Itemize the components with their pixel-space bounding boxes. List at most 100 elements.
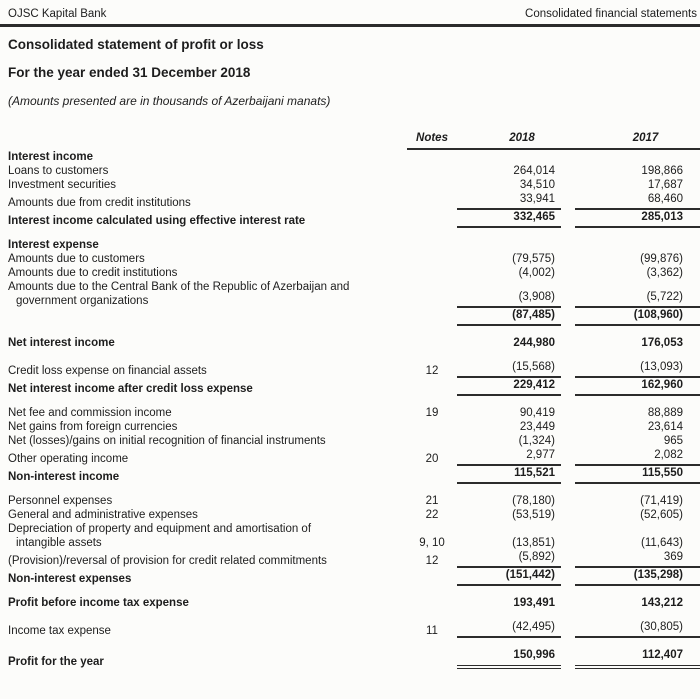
- row-values: 33,941 68,460: [407, 192, 700, 210]
- value-2017: (108,960): [575, 308, 700, 326]
- value-2017: (5,722): [575, 290, 700, 308]
- row-values: (1,324) 965: [407, 434, 700, 448]
- row-values: 34,510 17,687: [407, 178, 700, 192]
- table-row: Amounts due to customers (79,575) (99,876): [0, 252, 700, 266]
- table-row: Personnel expenses 21 (78,180) (71,419): [0, 494, 700, 508]
- row-label: Depreciation of property and equipment a…: [0, 522, 407, 550]
- row-values: (151,442) (135,298): [407, 568, 700, 586]
- row-label: Profit before income tax expense: [8, 597, 189, 609]
- table-row: Net interest income 244,980 176,053: [0, 336, 700, 350]
- value-2017: (135,298): [575, 568, 700, 586]
- value-2018: 23,449: [519, 421, 555, 433]
- row-label: Net fee and commission income: [8, 407, 172, 419]
- note-reference: 22: [425, 509, 439, 521]
- value-2018: (78,180): [512, 495, 555, 507]
- value-2017: (71,419): [640, 495, 683, 507]
- table-rows: Interest income Loans to customers 264,014…: [0, 150, 700, 669]
- table-row: Non-interest income 115,521 115,550: [0, 466, 700, 484]
- value-2018: (1,324): [518, 435, 555, 447]
- table-row: Interest income: [0, 150, 700, 164]
- value-2017: (30,805): [575, 620, 700, 638]
- value-2018: 244,980: [513, 337, 555, 349]
- value-2017: (99,876): [640, 253, 683, 265]
- row-label: Interest income calculated using effecti…: [8, 215, 306, 227]
- value-2018: (15,568): [457, 360, 561, 378]
- row-values: 332,465 285,013: [407, 210, 700, 228]
- note-reference: 9, 10: [419, 537, 445, 549]
- column-header-2017: 2017: [632, 132, 659, 144]
- row-label: Amounts due from credit institutions: [8, 197, 191, 209]
- value-2018: (4,002): [518, 267, 555, 279]
- value-2018: 2,977: [457, 448, 561, 466]
- value-2018: (5,892): [457, 550, 561, 568]
- value-2018: (13,851): [512, 537, 555, 549]
- table-header-row: Notes 2018 2017: [0, 131, 700, 150]
- row-label-line1: Amounts due to the Central Bank of the R…: [8, 281, 350, 293]
- table-row: Credit loss expense on financial assets 1…: [0, 360, 700, 378]
- statement-period: For the year ended 31 December 2018: [8, 65, 251, 80]
- value-2017: (3,362): [646, 267, 683, 279]
- currency-note: (Amounts presented are in thousands of A…: [8, 94, 331, 108]
- table-row: Net interest income after credit loss ex…: [0, 378, 700, 396]
- row-values: 12 (5,892) 369: [407, 550, 700, 568]
- row-label: Interest expense: [8, 239, 99, 251]
- table-row: Net fee and commission income 19 90,419 88,…: [0, 406, 700, 420]
- value-2017: 143,212: [641, 597, 683, 609]
- value-2017: 17,687: [647, 179, 683, 191]
- row-values: 20 2,977 2,082: [407, 448, 700, 466]
- row-values: 11 (42,495) (30,805): [407, 620, 700, 638]
- row-label: Loans to customers: [8, 165, 109, 177]
- value-2017: (11,643): [641, 537, 683, 549]
- value-2018: (42,495): [457, 620, 561, 638]
- table-row: Income tax expense 11 (42,495) (30,805): [0, 620, 700, 638]
- page-header: OJSC Kapital Bank Consolidated financial…: [0, 0, 700, 27]
- value-2017: 176,053: [641, 337, 683, 349]
- column-header-notes: Notes: [416, 132, 448, 144]
- table-row: Profit for the year 150,996 112,407: [0, 648, 700, 669]
- value-2018: (53,519): [512, 509, 555, 521]
- table-row: Depreciation of property and equipment a…: [0, 522, 700, 550]
- value-2017: (52,605): [640, 509, 683, 521]
- value-2018: 264,014: [513, 165, 555, 177]
- value-2018: 33,941: [457, 192, 561, 210]
- row-values: 244,980 176,053: [407, 336, 700, 350]
- row-label-line2: intangible assets: [16, 537, 102, 549]
- row-values: 9, 10 (13,851) (11,643): [407, 536, 700, 550]
- row-values: (79,575) (99,876): [407, 252, 700, 266]
- table-row: Investment securities 34,510 17,687: [0, 178, 700, 192]
- value-2017: 88,889: [647, 407, 683, 419]
- value-2017: 115,550: [575, 466, 700, 484]
- row-values: 115,521 115,550: [407, 466, 700, 484]
- value-2017: 198,866: [641, 165, 683, 177]
- row-values: (3,908) (5,722): [407, 290, 700, 308]
- row-label: Credit loss expense on financial assets: [8, 365, 207, 377]
- row-label: Amounts due to the Central Bank of the R…: [0, 280, 407, 308]
- value-2017: 23,614: [647, 421, 683, 433]
- table-row: Net gains from foreign currencies 23,449 2…: [0, 420, 700, 434]
- row-values: 21 (78,180) (71,419): [407, 494, 700, 508]
- note-reference: 21: [425, 495, 439, 507]
- table-row: Amounts due to credit institutions (4,002…: [0, 266, 700, 280]
- table-row: General and administrative expenses 22 (53…: [0, 508, 700, 522]
- value-2018: 150,996: [457, 648, 561, 669]
- note-reference: 11: [426, 625, 438, 637]
- value-2017: 68,460: [575, 192, 700, 210]
- row-label: Personnel expenses: [8, 495, 113, 507]
- note-reference: 12: [425, 555, 439, 567]
- row-label: General and administrative expenses: [8, 509, 198, 521]
- table-row: Interest expense: [0, 238, 700, 252]
- value-2018: 229,412: [457, 378, 561, 396]
- row-label: Profit for the year: [8, 656, 104, 668]
- value-2017: 112,407: [575, 648, 700, 669]
- note-reference: 19: [425, 407, 439, 419]
- row-label: Non-interest income: [8, 471, 120, 483]
- row-values: 12 (15,568) (13,093): [407, 360, 700, 378]
- value-2018: 90,419: [519, 407, 555, 419]
- row-values: 193,491 143,212: [407, 596, 700, 610]
- row-values: (87,485) (108,960): [407, 308, 700, 326]
- table-header-columns: Notes 2018 2017: [407, 131, 700, 150]
- table-row: Amounts due to the Central Bank of the R…: [0, 280, 700, 308]
- row-label: Net (losses)/gains on initial recognitio…: [8, 435, 326, 447]
- table-row: (87,485) (108,960): [0, 308, 700, 326]
